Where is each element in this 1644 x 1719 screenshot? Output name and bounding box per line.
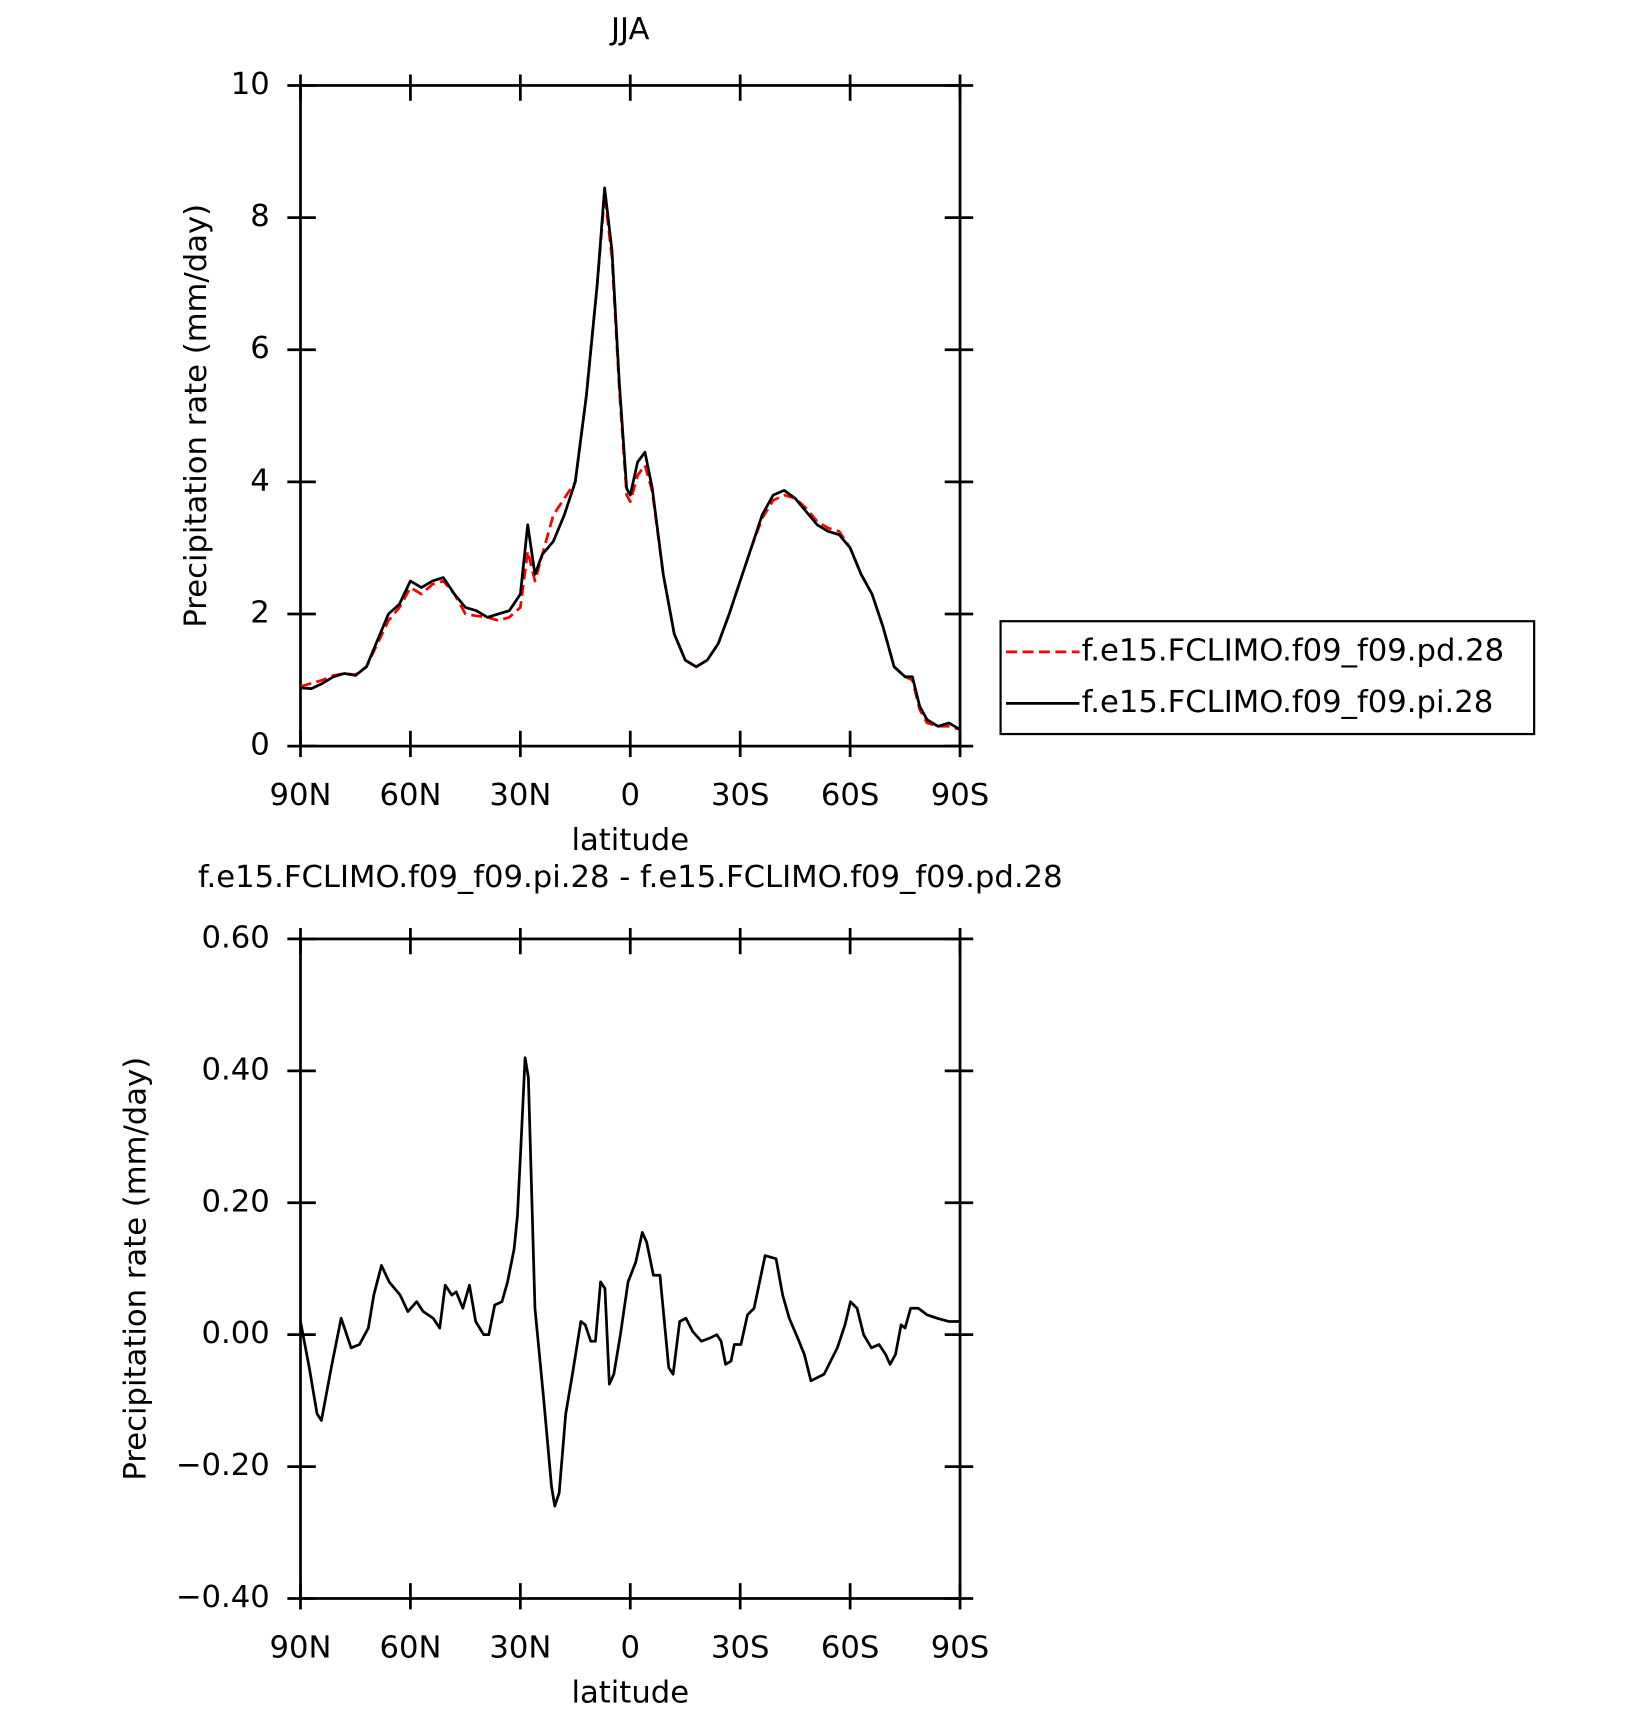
y-tick-label: 4	[250, 463, 270, 498]
x-tick-label: 60S	[821, 1630, 879, 1665]
y-tick-label: −0.20	[176, 1448, 270, 1483]
y-tick-label: −0.40	[176, 1580, 270, 1615]
plot-frame	[299, 84, 962, 748]
x-tick-label: 90S	[931, 1630, 989, 1665]
x-tick-label: 30N	[489, 778, 551, 813]
y-tick-label: 0.40	[202, 1052, 270, 1087]
data-line	[300, 193, 961, 731]
data-line	[299, 1056, 961, 1508]
plot-frame	[299, 937, 962, 1600]
x-axis-label: latitude	[571, 1675, 689, 1710]
x-tick-label: 90N	[270, 1630, 332, 1665]
y-tick-label: 0	[250, 728, 270, 763]
legend-label: f.e15.FCLIMO.f09_f09.pi.28	[1082, 685, 1494, 720]
y-axis-label: Precipitation rate (mm/day)	[119, 1057, 154, 1481]
x-tick-label: 60S	[821, 778, 879, 813]
y-tick-label: 8	[250, 199, 270, 234]
y-tick-label: 6	[250, 331, 270, 366]
data-line	[300, 186, 961, 731]
y-tick-label: 2	[250, 595, 270, 630]
x-axis-label: latitude	[571, 823, 689, 858]
x-tick-label: 30N	[489, 1630, 551, 1665]
y-tick-label: 0.60	[202, 920, 270, 955]
y-tick-label: 0.00	[202, 1316, 270, 1351]
y-tick-label: 0.20	[202, 1184, 270, 1219]
x-tick-label: 30S	[711, 778, 769, 813]
x-tick-label: 60N	[379, 778, 441, 813]
x-tick-label: 0	[621, 1630, 641, 1665]
x-tick-label: 60N	[379, 1630, 441, 1665]
x-tick-label: 30S	[711, 1630, 769, 1665]
legend-box	[999, 620, 1536, 736]
chart-title: JJA	[609, 12, 650, 47]
y-tick-label: 10	[231, 67, 270, 102]
x-tick-label: 90N	[270, 778, 332, 813]
y-axis-label: Precipitation rate (mm/day)	[179, 204, 214, 628]
x-tick-label: 0	[621, 778, 641, 813]
legend-label: f.e15.FCLIMO.f09_f09.pd.28	[1082, 633, 1505, 668]
x-tick-label: 90S	[931, 778, 989, 813]
chart-title: f.e15.FCLIMO.f09_f09.pi.28 - f.e15.FCLIM…	[198, 860, 1063, 895]
